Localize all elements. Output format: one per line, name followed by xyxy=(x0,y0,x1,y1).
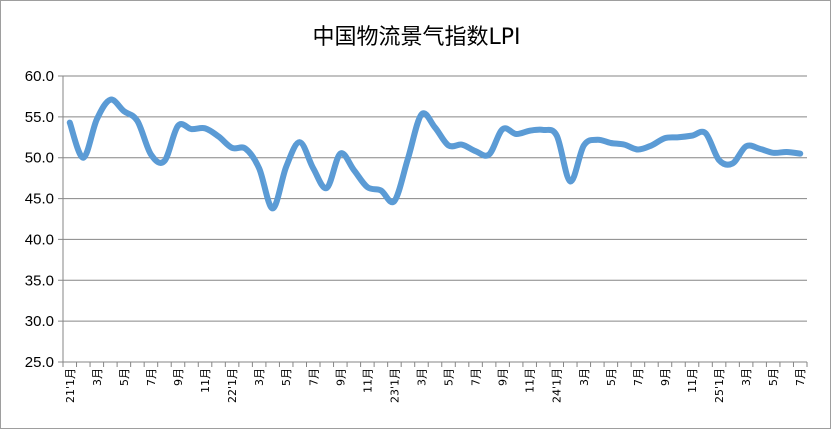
y-tick-label: 55.0 xyxy=(25,109,54,126)
x-tick-labels: 21'1月 3月 5月 7月 9月 11月 22'1月 3月 5月 7月 9月 11月 23'1月 3月 5… xyxy=(64,368,807,403)
x-tick-label: 3月 xyxy=(415,368,428,386)
series-line-lpi xyxy=(66,96,804,212)
x-tick-label: 3月 xyxy=(91,368,104,386)
x-tick-label: 5月 xyxy=(605,368,618,386)
x-tick-label: 11月 xyxy=(199,368,212,393)
axes xyxy=(62,76,808,367)
y-tick-label: 25.0 xyxy=(25,354,54,371)
x-tick-label: 5月 xyxy=(443,368,456,386)
x-tick-label: 3月 xyxy=(740,368,753,386)
x-tick-label: 9月 xyxy=(497,368,510,386)
y-tick-labels: 25.0 30.0 35.0 40.0 45.0 50.0 55.0 60.0 xyxy=(25,68,54,371)
y-tick-label: 60.0 xyxy=(25,68,54,85)
x-tick-label: 25'1月 xyxy=(713,368,726,403)
x-tick-label: 11月 xyxy=(524,368,537,393)
chart-title: 中国物流景气指数LPI xyxy=(312,25,521,50)
x-tick-label: 7月 xyxy=(145,368,158,386)
y-tick-label: 50.0 xyxy=(25,150,54,167)
y-tick-label: 40.0 xyxy=(25,231,54,248)
x-tick-label: 3月 xyxy=(253,368,266,386)
x-tick-label: 7月 xyxy=(307,368,320,386)
x-tick-label: 5月 xyxy=(118,368,131,386)
y-tick-label: 35.0 xyxy=(25,272,54,289)
y-tick-label: 45.0 xyxy=(25,191,54,208)
x-tick-label: 24'1月 xyxy=(551,368,564,403)
x-tick-label: 11月 xyxy=(686,368,699,393)
y-tick-label: 30.0 xyxy=(25,313,54,330)
x-tick-label: 7月 xyxy=(794,368,807,386)
x-tick-label: 22'1月 xyxy=(226,368,239,403)
series-layer xyxy=(66,96,804,212)
x-tick-label: 9月 xyxy=(334,368,347,386)
x-tick-label: 11月 xyxy=(361,368,374,393)
x-tick-label: 5月 xyxy=(767,368,780,386)
x-tick-label: 5月 xyxy=(280,368,293,386)
x-tick-label: 7月 xyxy=(470,368,483,386)
x-tick-label: 9月 xyxy=(172,368,185,386)
x-tick-label: 23'1月 xyxy=(388,368,401,403)
x-tick-label: 3月 xyxy=(578,368,591,386)
x-tick-label: 7月 xyxy=(632,368,645,386)
x-tick-label: 21'1月 xyxy=(64,368,77,403)
x-tick-label: 9月 xyxy=(659,368,672,386)
